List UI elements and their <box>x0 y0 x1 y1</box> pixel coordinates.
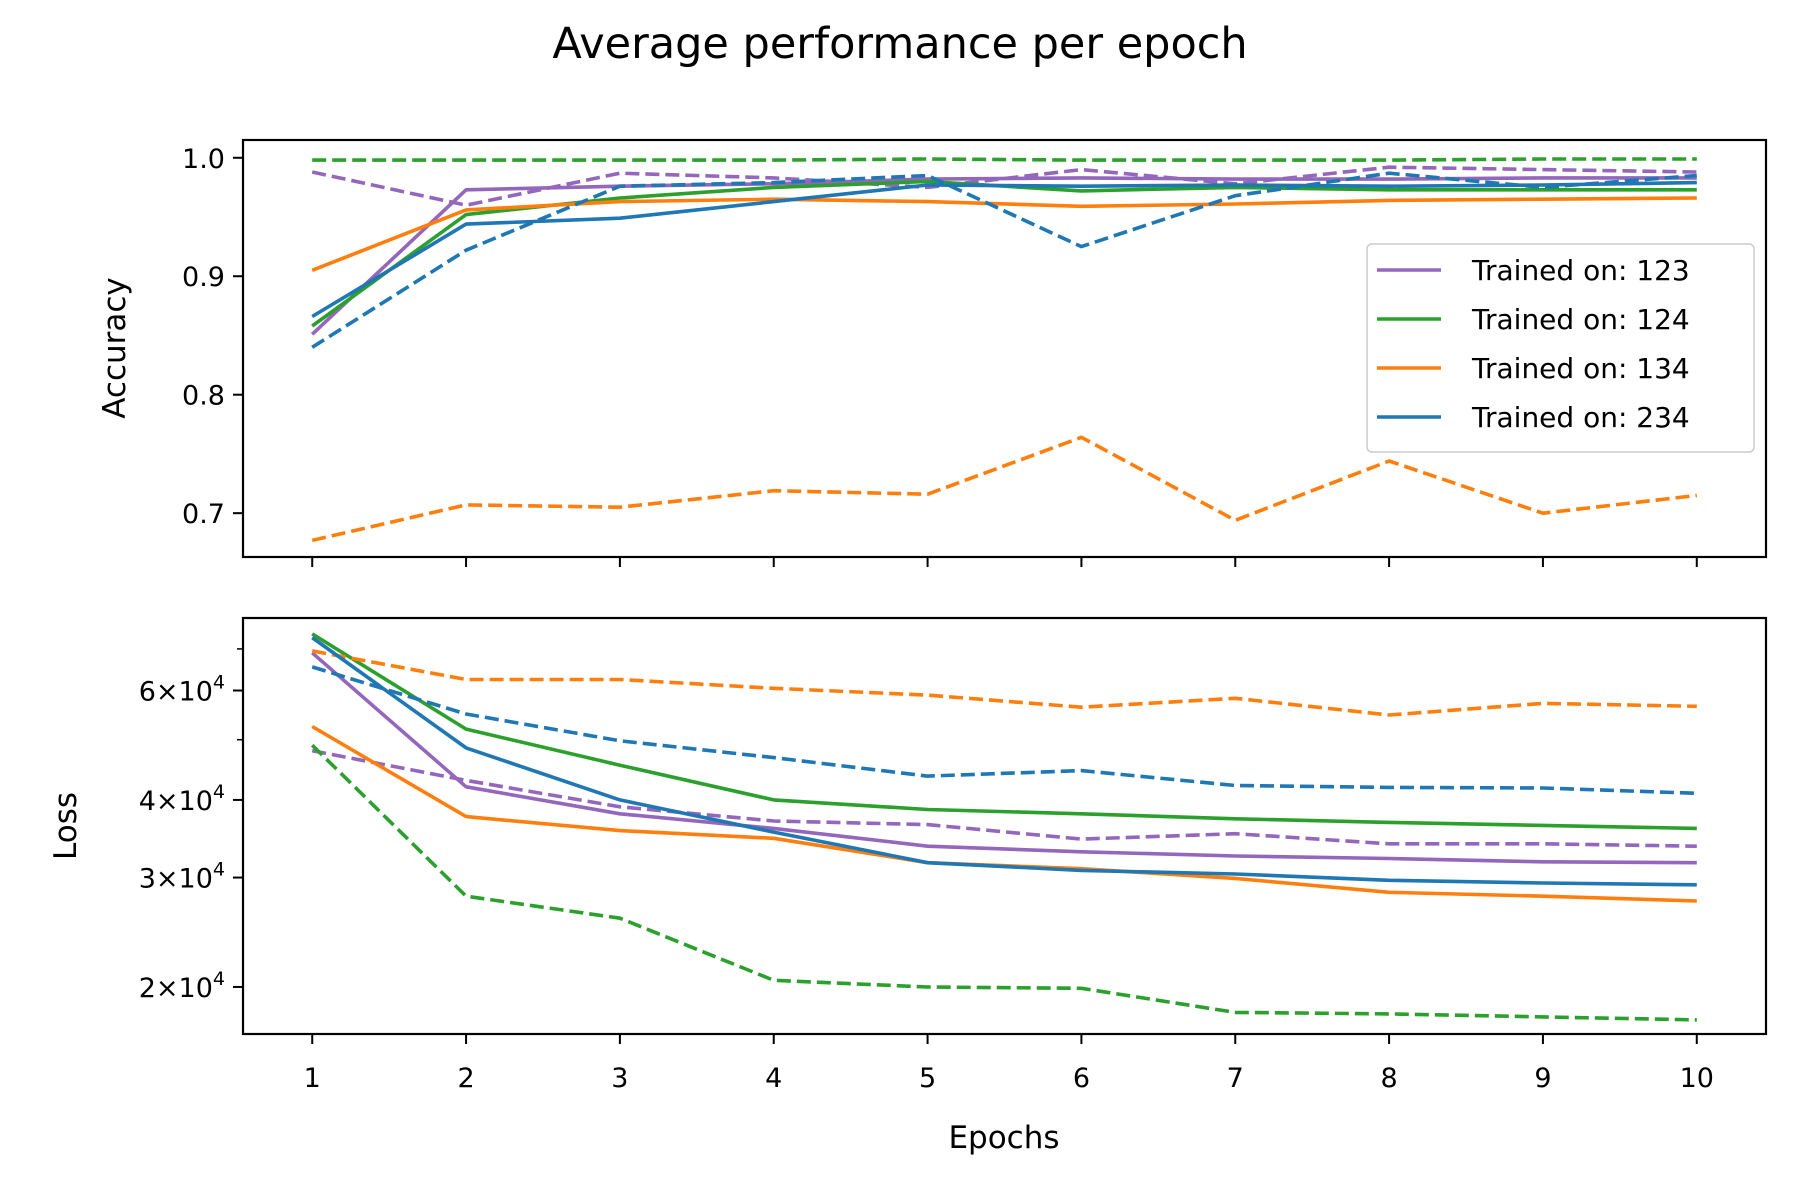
x-axis-label: Epochs <box>948 1120 1059 1156</box>
loss-series-blue-dashed <box>311 665 1697 796</box>
accuracy-y-tick-label: 0.7 <box>182 499 225 530</box>
loss-y-tick-label: 3×104 <box>139 859 225 895</box>
accuracy-panel: 0.70.80.91.0 Accuracy Trained on: 123Tra… <box>97 138 1768 567</box>
loss-series-blue-solid <box>311 636 1697 887</box>
accuracy-series-green-dashed <box>312 157 1697 162</box>
loss-y-tick-label: 6×104 <box>139 672 225 708</box>
x-tick-label: 4 <box>765 1063 782 1094</box>
x-tick-label: 3 <box>611 1063 628 1094</box>
accuracy-y-ticks: 0.7 0.8 0.9 1.0 <box>182 144 243 530</box>
loss-series-green-solid <box>311 632 1697 831</box>
x-tick-label: 6 <box>1073 1063 1090 1094</box>
accuracy-series-blue-solid <box>311 180 1697 319</box>
loss-panel: 2×104 3×104 4×104 6×104 1 2 3 4 5 6 7 8 9 10 Loss Ep… <box>48 616 1768 1156</box>
x-tick-label: 10 <box>1680 1063 1714 1094</box>
legend-entry-label: Trained on: 124 <box>1471 303 1690 336</box>
legend-entry-label: Trained on: 234 <box>1471 401 1690 434</box>
chart-title: Average performance per epoch <box>552 19 1247 69</box>
loss-y-ticks: 2×104 3×104 4×104 6×104 <box>139 648 243 1004</box>
loss-series-orange-dashed <box>311 649 1697 717</box>
accuracy-y-tick-label: 0.8 <box>182 381 225 412</box>
accuracy-series-orange-dashed <box>311 435 1698 543</box>
loss-x-ticks: 1 2 3 4 5 6 7 8 9 10 <box>304 1034 1714 1094</box>
legend-box <box>1366 243 1755 453</box>
x-tick-label: 5 <box>919 1063 936 1094</box>
loss-series-green-dashed <box>310 743 1697 1022</box>
x-tick-label: 7 <box>1227 1063 1244 1094</box>
x-tick-label: 1 <box>304 1063 321 1094</box>
loss-y-tick-label: 2×104 <box>139 968 225 1004</box>
loss-series-purple-dashed <box>311 748 1697 848</box>
accuracy-y-tick-label: 1.0 <box>182 144 225 175</box>
legend-entry-label: Trained on: 134 <box>1471 352 1690 385</box>
x-tick-label: 9 <box>1534 1063 1551 1094</box>
legend: Trained on: 123 Trained on: 124 Trained on… <box>1366 243 1755 453</box>
accuracy-series-blue-dashed <box>311 171 1697 349</box>
accuracy-series-lines <box>310 157 1698 543</box>
x-tick-label: 8 <box>1381 1063 1398 1094</box>
loss-y-tick-label: 4×104 <box>139 781 225 817</box>
accuracy-series-purple-dashed <box>311 165 1697 207</box>
loss-series-lines <box>310 632 1697 1022</box>
loss-series-purple-solid <box>311 651 1697 865</box>
accuracy-y-label: Accuracy <box>97 277 133 419</box>
accuracy-y-tick-label: 0.9 <box>182 262 225 293</box>
loss-series-orange-solid <box>311 724 1697 903</box>
accuracy-axes-frame <box>241 138 1768 559</box>
loss-axes-frame <box>241 616 1768 1036</box>
x-tick-label: 2 <box>457 1063 474 1094</box>
loss-y-label: Loss <box>48 792 84 860</box>
accuracy-x-ticks <box>311 557 1698 567</box>
accuracy-series-orange-solid <box>311 196 1697 272</box>
legend-entry-label: Trained on: 123 <box>1471 254 1690 287</box>
